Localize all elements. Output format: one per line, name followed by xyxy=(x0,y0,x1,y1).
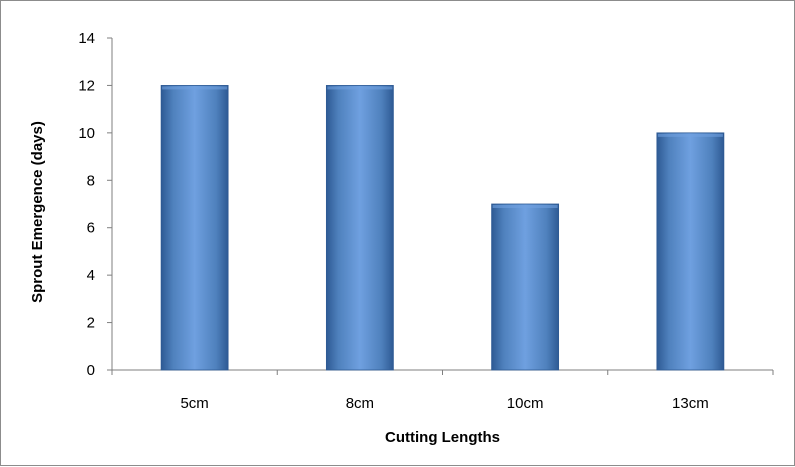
bar-8cm xyxy=(325,85,394,371)
bar-10cm xyxy=(491,203,560,371)
bars xyxy=(160,85,725,371)
bar-13cm xyxy=(656,132,725,371)
y-tick-label: 8 xyxy=(87,172,95,189)
bar-top-highlight xyxy=(327,86,393,90)
y-tick-label: 0 xyxy=(87,362,95,379)
y-axis-title: Sprout Emergence (days) xyxy=(29,121,46,303)
x-tick-label: 5cm xyxy=(180,395,208,412)
x-axis-title: Cutting Lengths xyxy=(385,429,500,446)
bar-top-highlight xyxy=(492,205,558,208)
y-tick-label: 2 xyxy=(87,315,95,332)
bar-5cm xyxy=(160,85,229,371)
y-tick-label: 14 xyxy=(78,30,95,47)
x-tick-label: 10cm xyxy=(507,395,544,412)
y-tick-label: 4 xyxy=(87,267,95,284)
bar-top-highlight xyxy=(162,86,228,90)
x-axis: 5cm 8cm 10cm 13cm xyxy=(111,369,774,412)
x-tick-label: 13cm xyxy=(672,395,709,412)
bar-top-highlight xyxy=(657,133,723,137)
y-tick-label: 12 xyxy=(78,77,95,94)
y-tick-label: 10 xyxy=(78,125,95,142)
y-axis: 0 2 4 6 8 10 12 14 xyxy=(78,30,113,379)
x-tick-label: 8cm xyxy=(346,395,374,412)
y-tick-label: 6 xyxy=(87,220,95,237)
